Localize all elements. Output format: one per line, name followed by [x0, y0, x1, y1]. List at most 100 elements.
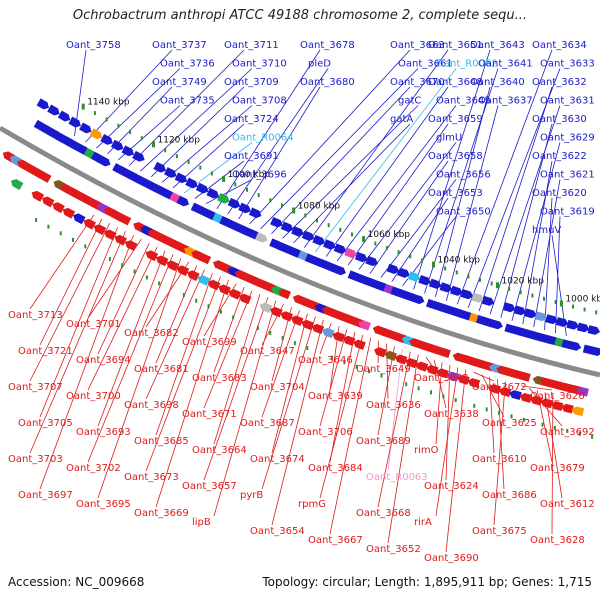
leader-line: [544, 392, 563, 499]
minor-tick: [554, 300, 557, 304]
gene-arrow: [418, 275, 431, 286]
gene-label: Oant_3636: [366, 400, 421, 411]
minor-tick: [327, 223, 330, 228]
minor-tick: [304, 213, 307, 218]
minor-tick: [531, 293, 534, 298]
gene-arrow: [42, 196, 55, 208]
minor-tick: [207, 304, 210, 309]
gene-label: Oant_3736: [160, 59, 215, 70]
tick-label: 1080 kbp: [298, 202, 341, 212]
gene-arrow: [333, 243, 347, 254]
gene-arrow: [254, 232, 268, 243]
gene-label: Oant_3687: [240, 418, 295, 429]
gene-label: Oant_3735: [160, 96, 215, 107]
leader-line: [39, 234, 134, 490]
leader-line: [293, 123, 411, 244]
minor-tick: [405, 382, 408, 387]
minor-tick: [522, 417, 525, 422]
tick-mark: [222, 175, 226, 182]
leader-line: [155, 272, 213, 436]
gene-arrow: [206, 187, 220, 199]
gene-arrow: [31, 190, 45, 202]
gene-label: Oant_3624: [424, 481, 479, 492]
gene-arrow: [358, 320, 371, 331]
gene-arrow: [164, 167, 177, 178]
minor-tick: [72, 237, 74, 242]
gene-label: Oant_3664: [192, 445, 247, 456]
minor-tick: [121, 263, 124, 268]
minor-tick: [117, 123, 120, 128]
leader-line: [87, 246, 158, 391]
map-title: Ochrobactrum anthropi ATCC 49188 chromos…: [72, 8, 528, 23]
gene-label: Oant_3713: [8, 310, 63, 321]
gene-label: Oant_3695: [76, 499, 131, 510]
gene-label: Oant_3724: [224, 114, 279, 125]
gene-label: Oant_3651: [428, 40, 483, 51]
leader-line: [155, 265, 198, 364]
gene-arrow: [311, 323, 325, 335]
gene-label: Oant_3689: [356, 436, 411, 447]
gene-arrow: [155, 255, 169, 267]
gene-arrow: [227, 197, 241, 209]
leader-line: [413, 49, 491, 290]
leader-line: [39, 226, 119, 418]
tick-mark: [432, 261, 435, 268]
gene-arrow: [344, 247, 357, 259]
minor-tick: [417, 386, 420, 391]
gene-label: Oant_3647: [240, 346, 295, 357]
minor-tick: [306, 346, 309, 350]
leader-line: [544, 197, 553, 331]
leader-line: [329, 331, 356, 463]
gene-label: Oant_3625: [482, 418, 537, 429]
gene-label: Oant_3707: [8, 382, 63, 393]
leader-line: [261, 316, 316, 490]
minor-tick: [385, 245, 388, 250]
leader-line: [97, 258, 182, 499]
minor-tick: [444, 266, 447, 271]
minor-tick: [508, 286, 511, 291]
tick-label: 1020 kbp: [502, 276, 545, 286]
tick-mark: [496, 282, 499, 289]
gene-arrow: [47, 104, 60, 116]
gene-label: Oant_3694: [76, 355, 131, 366]
gene-arrow: [428, 278, 442, 289]
gene-arrow: [353, 339, 366, 350]
gene-arrow: [153, 161, 166, 173]
minor-tick: [93, 111, 96, 116]
leader-line: [319, 328, 348, 427]
gene-label: Oant_3692: [540, 427, 595, 438]
gene-label: Oant_3645: [436, 96, 491, 107]
gene-label: Oant_3703: [8, 454, 63, 465]
gene-label: Oant_3758: [66, 40, 121, 51]
leader-line: [551, 394, 554, 535]
gene-arrow: [217, 192, 230, 204]
leader-line: [87, 238, 142, 319]
gene-label: Oant_3705: [18, 418, 73, 429]
gene-label: Oant_3649: [356, 364, 411, 375]
accession-text: Accession: NC_009668: [8, 575, 145, 589]
leader-line: [489, 105, 561, 315]
gene-label: Oant_3643: [470, 40, 525, 51]
minor-tick: [368, 369, 371, 374]
minor-tick: [543, 296, 545, 301]
leader-line: [249, 49, 411, 225]
gene-label: Oant_3711: [224, 40, 279, 51]
gene-label: Oant_3650: [436, 207, 491, 218]
genome-map[interactable]: 1140 kbp 1120 kbp 1100 kbp 1080 kbp 1060 kbp…: [0, 0, 600, 580]
minor-tick: [595, 310, 598, 315]
minor-tick: [108, 257, 111, 261]
gene-arrow: [550, 401, 564, 411]
tick-label: 1100 kbp: [228, 170, 271, 180]
tick-label: 1120 kbp: [158, 135, 201, 145]
gene-arrow: [587, 325, 600, 335]
gene-label: rpmG: [298, 499, 326, 510]
minor-tick: [246, 187, 248, 192]
minor-tick: [256, 325, 259, 330]
gene-label: Oant_3682: [124, 328, 179, 339]
leader-line: [271, 319, 324, 526]
leader-line: [336, 105, 457, 262]
minor-tick: [343, 360, 346, 365]
gene-label: Oant_3656: [436, 170, 491, 181]
leader-line: [140, 68, 253, 172]
gene-label: Oant_3639: [308, 391, 363, 402]
